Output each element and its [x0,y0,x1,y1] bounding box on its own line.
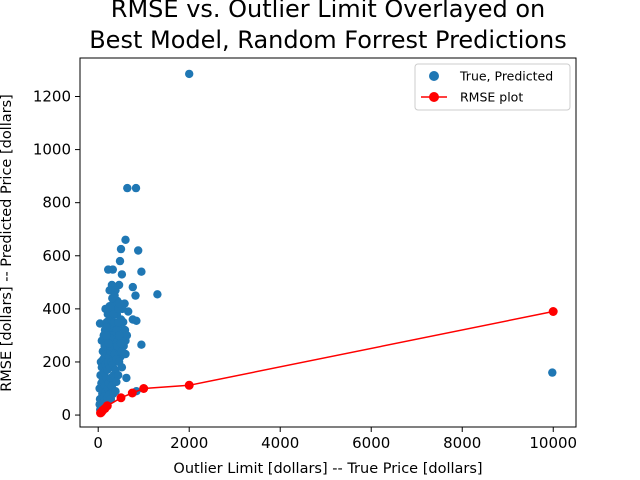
scatter-point [548,368,557,377]
scatter-point [137,267,146,276]
scatter-point [114,371,123,380]
scatter-point [134,246,143,255]
scatter-point [116,244,126,254]
scatter-point [114,317,123,327]
x-axis-ticks: 0 2000 4000 6000 8000 10000 [93,427,577,452]
rmse-line [99,310,554,414]
legend-rmse-marker [429,92,439,102]
y-axis-ticks: 0 200 400 600 800 1000 1200 [33,87,80,424]
legend-label-true-predicted: True, Predicted [459,69,553,84]
scatter-point [117,363,127,372]
x-tick-label: 4000 [261,434,299,452]
plot-marks [95,69,558,418]
rmse-point [548,307,558,316]
scatter-point [117,270,127,279]
rmse-point [184,380,194,390]
y-tick-label: 800 [42,194,71,212]
axes-frame [79,57,577,428]
y-tick-label: 1200 [33,87,71,105]
x-tick-label: 2000 [170,434,208,452]
scatter-point [116,339,126,348]
scatter-point [108,265,118,274]
scatter-point [153,290,162,299]
scatter-point [115,299,124,308]
scatter-point [95,319,105,328]
x-axis-label: Outlier Limit [dollars] -- True Price [d… [173,461,482,477]
scatter-point [122,373,131,383]
scatter-point [131,183,141,193]
scatter-point [117,347,127,356]
scatter-point [115,256,125,266]
x-tick-label: 10000 [529,434,577,452]
scatter-point [112,377,121,387]
scatter-point [102,331,111,340]
scatter-point [110,291,119,300]
chart-title: RMSE vs. Outlier Limit Overlayed on Best… [89,0,567,54]
scatter-point [131,291,140,300]
scatter-point [132,316,141,325]
chart-title-line-1: RMSE vs. Outlier Limit Overlayed on [111,0,545,23]
scatter-point [128,282,137,292]
x-tick-label: 8000 [443,434,481,452]
y-tick-label: 1000 [33,141,71,159]
scatter-point [123,183,132,193]
x-tick-label: 0 [93,434,103,452]
x-tick-label: 6000 [352,434,390,452]
rmse-point [139,384,149,393]
rmse-point [116,393,126,403]
legend: True, Predicted RMSE plot [414,63,571,111]
rmse-point [102,401,112,411]
y-axis-label: RMSE [dollars] -- Predicted Price [dolla… [0,94,15,392]
scatter-point [101,304,110,314]
scatter-point [121,235,130,244]
scatter-point [105,286,114,295]
scatter-point [122,331,132,340]
y-tick-label: 0 [61,406,71,424]
scatter-point [104,339,113,348]
legend-scatter-marker [429,71,439,81]
legend-label-rmse-plot: RMSE plot [460,90,523,105]
legend-box [414,63,571,111]
y-tick-label: 600 [42,247,71,265]
scatter-point [114,331,124,340]
scatter-point [102,323,111,332]
y-tick-label: 200 [42,353,71,371]
chart-title-line-2: Best Model, Random Forrest Predictions [89,26,567,54]
scatter-point [137,340,146,349]
scatter-point [111,387,120,396]
scatter-point [185,69,194,79]
y-tick-label: 400 [42,300,71,318]
rmse-point [127,388,137,398]
